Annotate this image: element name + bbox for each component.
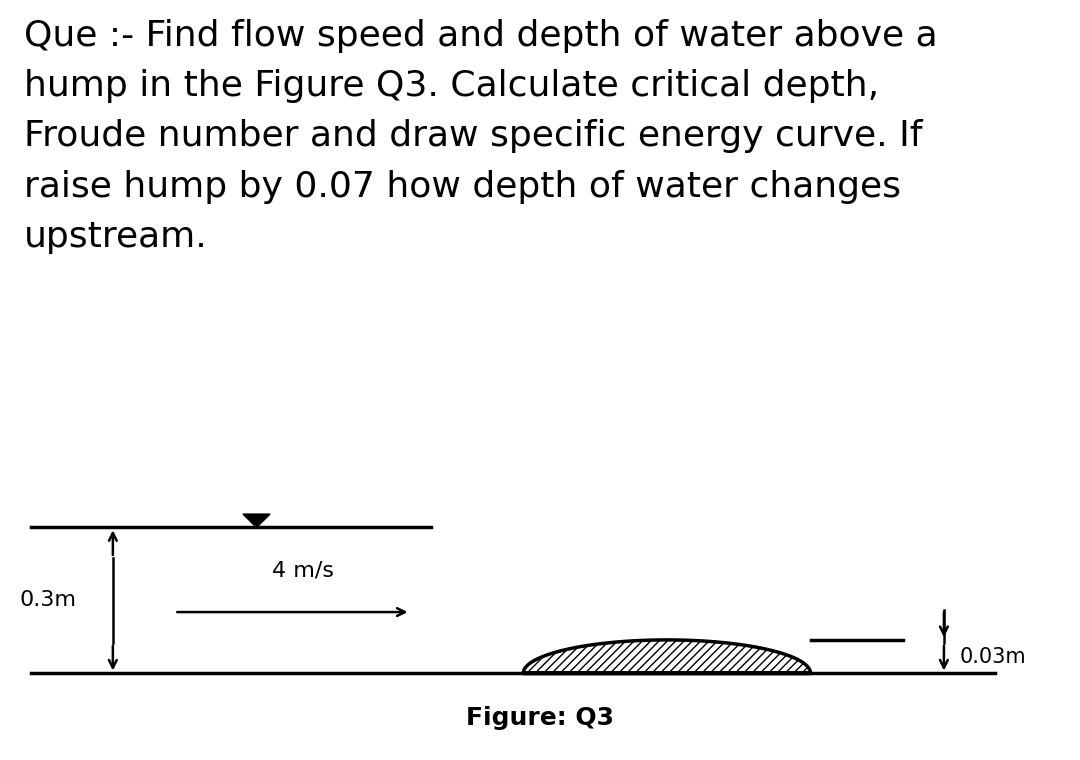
Text: 0.03m: 0.03m xyxy=(959,647,1026,667)
Polygon shape xyxy=(243,514,270,527)
Text: Figure: Q3: Figure: Q3 xyxy=(465,706,615,730)
Polygon shape xyxy=(523,640,810,673)
Text: 0.3m: 0.3m xyxy=(19,591,77,610)
Text: 4 m/s: 4 m/s xyxy=(272,561,334,581)
Text: Que :- Find flow speed and depth of water above a
hump in the Figure Q3. Calcula: Que :- Find flow speed and depth of wate… xyxy=(24,19,937,254)
